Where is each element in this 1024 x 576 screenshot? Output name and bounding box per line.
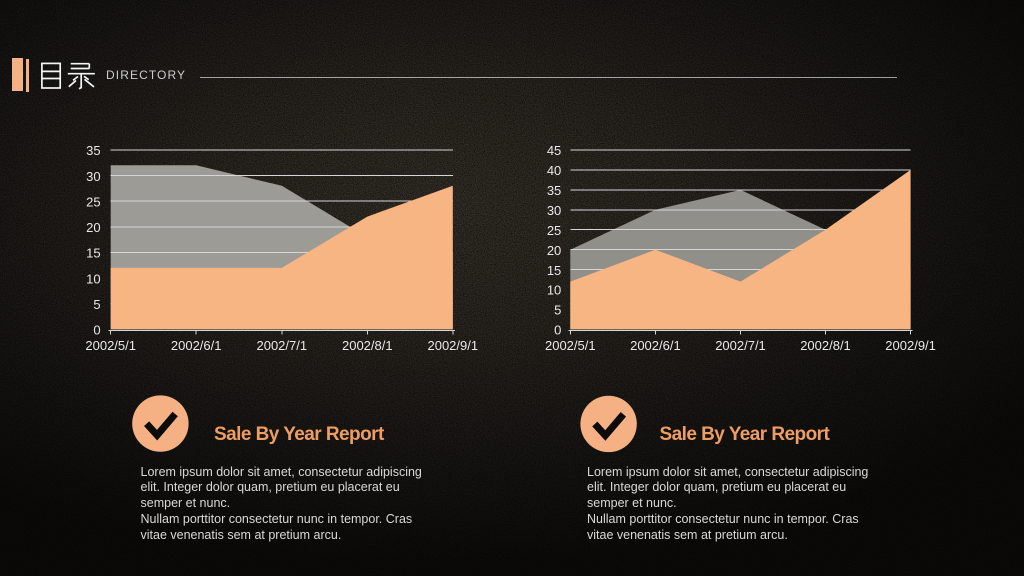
svg-text:2002/8/1: 2002/8/1 — [342, 338, 393, 353]
svg-text:2002/9/1: 2002/9/1 — [885, 338, 936, 353]
svg-text:20: 20 — [86, 220, 100, 235]
svg-text:2002/7/1: 2002/7/1 — [715, 338, 766, 353]
svg-text:5: 5 — [93, 297, 100, 312]
svg-text:45: 45 — [547, 143, 561, 158]
svg-text:5: 5 — [554, 303, 561, 318]
svg-text:30: 30 — [547, 203, 561, 218]
svg-text:40: 40 — [547, 163, 561, 178]
svg-text:25: 25 — [86, 194, 100, 209]
svg-text:2002/6/1: 2002/6/1 — [171, 338, 222, 353]
svg-text:30: 30 — [86, 169, 100, 184]
svg-text:0: 0 — [554, 323, 561, 338]
svg-text:20: 20 — [547, 243, 561, 258]
svg-text:0: 0 — [93, 323, 100, 338]
svg-text:2002/5/1: 2002/5/1 — [545, 338, 596, 353]
svg-text:2002/6/1: 2002/6/1 — [630, 338, 681, 353]
svg-text:10: 10 — [547, 283, 561, 298]
svg-text:2002/9/1: 2002/9/1 — [427, 338, 478, 353]
svg-text:10: 10 — [86, 271, 100, 286]
svg-text:2002/8/1: 2002/8/1 — [800, 338, 851, 353]
svg-text:15: 15 — [86, 246, 100, 261]
svg-text:15: 15 — [547, 263, 561, 278]
svg-text:25: 25 — [547, 223, 561, 238]
svg-text:2002/7/1: 2002/7/1 — [256, 338, 307, 353]
svg-text:35: 35 — [86, 143, 100, 158]
svg-text:35: 35 — [547, 183, 561, 198]
svg-text:2002/5/1: 2002/5/1 — [85, 338, 136, 353]
